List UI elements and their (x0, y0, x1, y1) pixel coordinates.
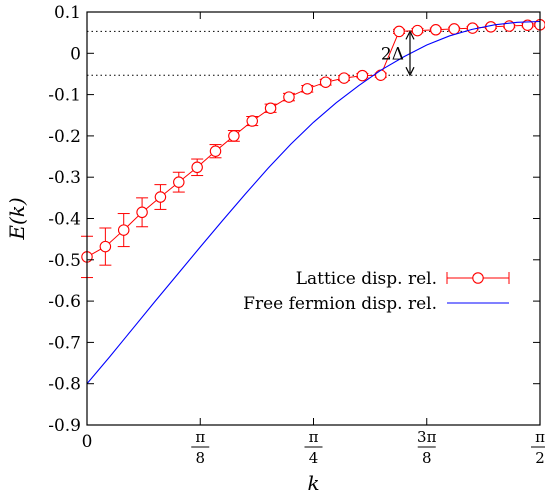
data-point (209, 145, 222, 157)
x-tick-label-denominator: 8 (422, 449, 432, 467)
data-point (283, 91, 295, 103)
x-tick-label-denominator: 4 (309, 449, 319, 467)
legend: Lattice disp. rel. Free fermion disp. rel… (243, 269, 510, 314)
data-point (393, 25, 405, 38)
y-tick-label: -0.2 (48, 127, 81, 147)
data-point (319, 76, 332, 88)
gap-arrowhead-top (405, 30, 415, 40)
y-tick-label: 0.1 (54, 3, 81, 23)
data-point (411, 24, 424, 37)
gap-label: 2Δ (381, 44, 404, 64)
x-tick-label-numerator: π (195, 428, 205, 446)
x-tick-label-denominator: 2 (535, 449, 545, 467)
series-line-free-fermion (86, 20, 541, 385)
x-tick-label-numerator: 3π (417, 428, 437, 446)
legend-swatch-marker (472, 272, 484, 284)
data-point (228, 130, 240, 142)
y-tick-label: -0.4 (48, 210, 81, 230)
y-tick-label: 0 (70, 44, 81, 64)
x-tick-label-denominator: 8 (195, 449, 205, 467)
data-point (356, 69, 369, 82)
data-point (338, 72, 350, 84)
data-point (301, 83, 314, 95)
y-tick-label: -0.6 (48, 292, 81, 312)
axis-ticks: 0.1 0 -0.1 -0.2 -0.3 -0.4 -0.5 -0.6 -0.7 -0.8 -0.9… (48, 3, 545, 467)
data-point (246, 115, 258, 127)
y-tick-label: -0.8 (48, 375, 81, 395)
data-point (264, 102, 277, 114)
x-tick-label: 0 (82, 432, 93, 452)
data-point (173, 176, 185, 188)
series-line-lattice (86, 24, 541, 258)
data-point (191, 161, 203, 174)
x-axis-label: k (307, 471, 319, 495)
y-tick-label: -0.9 (48, 416, 81, 436)
data-point (136, 206, 148, 219)
data-point (448, 23, 460, 35)
x-tick-label-numerator: π (535, 428, 545, 446)
gap-arrowhead-bottom (405, 66, 415, 77)
y-axis-label: E(k) (5, 197, 29, 240)
plot-frame (86, 11, 541, 426)
data-point (117, 224, 130, 236)
legend-label: Lattice disp. rel. (296, 269, 437, 289)
y-tick-label: -0.7 (48, 333, 81, 353)
data-point (430, 24, 442, 36)
data-point (99, 240, 112, 253)
data-point (375, 69, 387, 81)
data-point (154, 191, 167, 203)
series-layer (81, 19, 545, 385)
x-tick-label-numerator: π (309, 428, 319, 446)
data-point (521, 19, 534, 31)
y-tick-label: -0.1 (48, 86, 81, 106)
legend-label: Free fermion disp. rel. (243, 294, 437, 314)
y-tick-label: -0.5 (48, 251, 81, 271)
y-tick-label: -0.3 (48, 168, 81, 188)
data-point (485, 21, 497, 33)
annotations: 2Δ (381, 30, 415, 77)
reference-lines (87, 30, 540, 76)
